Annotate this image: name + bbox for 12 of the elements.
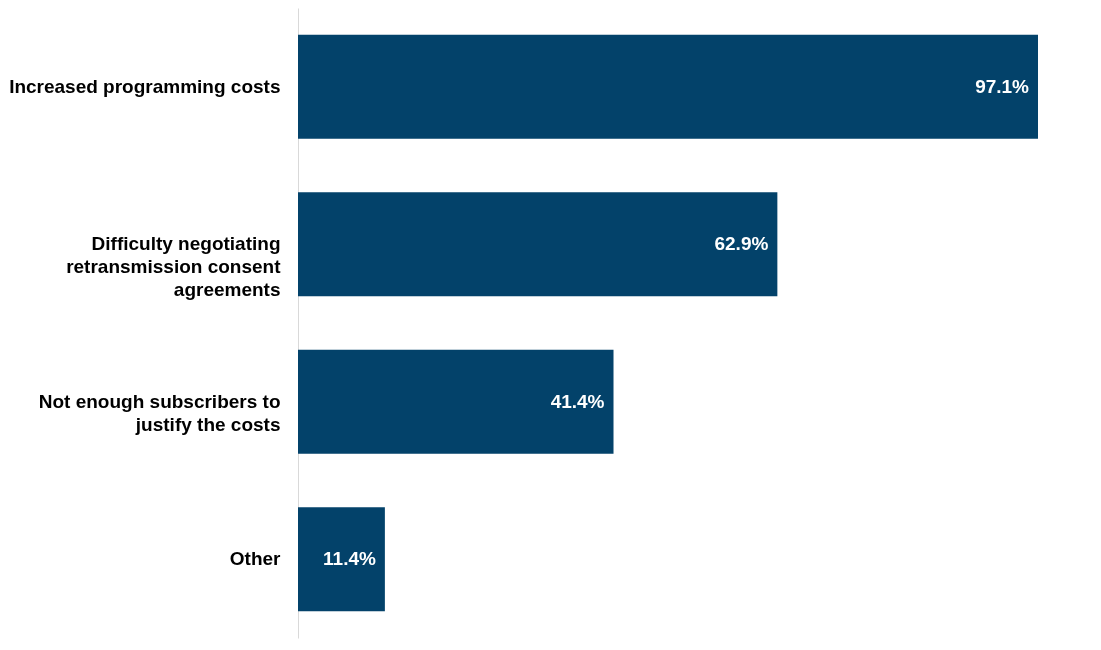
data-label: 97.1% xyxy=(975,75,1030,97)
data-label: 11.4% xyxy=(323,548,376,570)
bar xyxy=(298,349,614,454)
y-tick-label: Difficulty negotiating retransmission consent agreements xyxy=(66,233,282,301)
bar xyxy=(298,34,1038,139)
y-tick-label: Other xyxy=(229,548,282,570)
data-label: 62.9% xyxy=(714,233,769,255)
bar xyxy=(298,507,385,612)
y-tick-label: Not enough subscribers to justify the costs xyxy=(38,390,281,435)
y-tick-label: Increased programming costs xyxy=(9,75,281,97)
bar xyxy=(298,192,778,297)
data-label: 41.4% xyxy=(550,390,605,412)
